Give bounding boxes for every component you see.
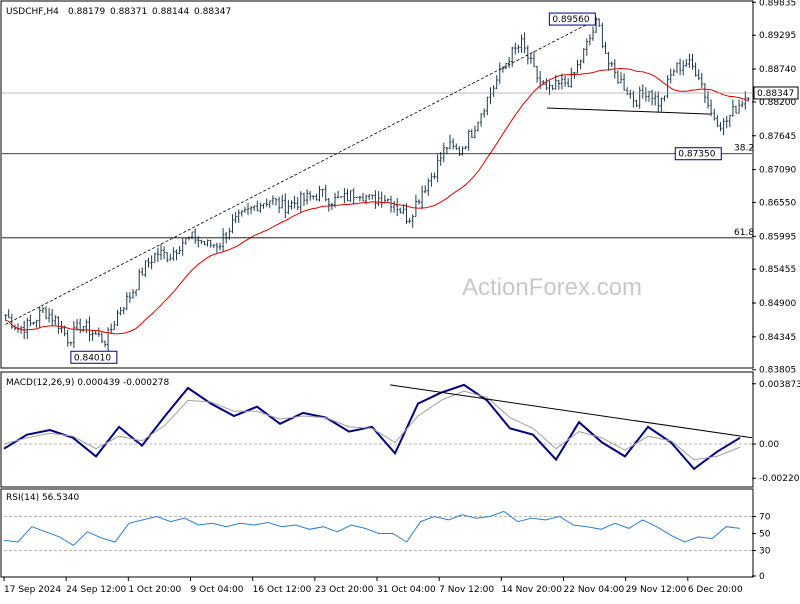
- price-annotation-label: 0.84010: [74, 353, 111, 363]
- price-overlays: 38.2 61.8 0.88347 0.89560 0.87350 0.84010: [2, 12, 799, 364]
- macd-layer: 0.003873 0.00 -0.002201: [3, 380, 800, 484]
- rsi-layer: 70 50 30 0: [3, 510, 771, 582]
- xtick-label: 16 Oct 12:00: [253, 585, 312, 595]
- dashed-trendline: [5, 18, 598, 325]
- rsi-title: RSI(14) 56.5340: [6, 493, 79, 503]
- header-close: 0.88347: [194, 7, 231, 17]
- price-ytick-label: 0.87645: [759, 132, 796, 142]
- moving-average-line: [5, 67, 749, 335]
- price-ytick-label: 0.86550: [759, 198, 796, 208]
- macd-ytick-label: 0.00: [759, 440, 779, 450]
- price-ytick-label: 0.89295: [759, 31, 796, 41]
- price-annotation-box: [70, 350, 118, 364]
- rsi-line: [3, 510, 741, 547]
- xtick-label: 23 Oct 20:00: [315, 585, 374, 595]
- price-ytick-label: 0.89835: [759, 0, 796, 8]
- macd-trendline: [389, 384, 753, 439]
- price-candles: [4, 17, 750, 352]
- price-ytick-label: 0.84900: [759, 299, 796, 309]
- xtick-label: 14 Nov 20:00: [501, 585, 562, 595]
- price-annotation-label: 0.87350: [678, 150, 715, 160]
- price-annotation-box: [674, 147, 722, 161]
- rsi-ytick-label: 70: [759, 513, 771, 523]
- price-annotation-box: [548, 12, 596, 26]
- macd-ytick-label: -0.002201: [759, 474, 800, 484]
- xtick-label: 9 Oct 04:00: [191, 585, 244, 595]
- current-price-label: 0.88347: [757, 89, 794, 99]
- candle-bars: [4, 17, 750, 352]
- xtick-label: 22 Nov 04:00: [564, 585, 625, 595]
- price-ytick-label: 0.83805: [759, 366, 796, 376]
- price-panel: [0, 0, 754, 369]
- neckline: [546, 107, 711, 115]
- macd-ytick-label: 0.003873: [759, 380, 800, 390]
- macd-panel: [0, 371, 754, 488]
- header-low: 0.88144: [152, 7, 189, 17]
- xtick-label: 31 Oct 04:00: [377, 585, 436, 595]
- current-price-tag: [753, 86, 799, 100]
- price-ytick-label: 0.88740: [759, 65, 796, 75]
- fib-level-label: 61.8: [734, 228, 754, 238]
- rsi-ytick-label: 50: [759, 530, 771, 540]
- price-annotation-label: 0.89560: [552, 15, 589, 25]
- xtick-label: 6 Dec 20:00: [688, 585, 743, 595]
- xtick-label: 17 Sep 2024: [4, 585, 61, 595]
- xtick-label: 29 Nov 12:00: [626, 585, 687, 595]
- watermark: ActionForex.com: [462, 274, 642, 301]
- price-ytick-label: 0.85995: [759, 232, 796, 242]
- price-ytick-label: 0.88200: [759, 98, 796, 108]
- rsi-ytick-label: 30: [759, 547, 771, 557]
- header-open: 0.88179: [68, 7, 105, 17]
- header-high: 0.88371: [110, 7, 147, 17]
- price-ytick-label: 0.87090: [759, 166, 796, 176]
- xtick-label: 24 Sep 12:00: [66, 585, 126, 595]
- macd-title: MACD(12,26,9) 0.000439 -0.000278: [6, 378, 169, 388]
- macd-signal-line: [3, 390, 741, 461]
- xtick-label: 7 Nov 12:00: [439, 585, 494, 595]
- fib-level-label: 38.2: [734, 144, 754, 154]
- header-symbol: USDCHF,H4: [6, 7, 59, 17]
- rsi-ytick-label: 0: [759, 572, 765, 582]
- macd-line: [3, 383, 741, 471]
- axes: 0.89835 0.89295 0.88740 0.88200 0.87645 0.870…: [3, 0, 796, 595]
- price-ytick-label: 0.84345: [759, 333, 796, 343]
- xtick-label: 1 Oct 20:00: [128, 585, 181, 595]
- price-ytick-label: 0.85455: [759, 265, 796, 275]
